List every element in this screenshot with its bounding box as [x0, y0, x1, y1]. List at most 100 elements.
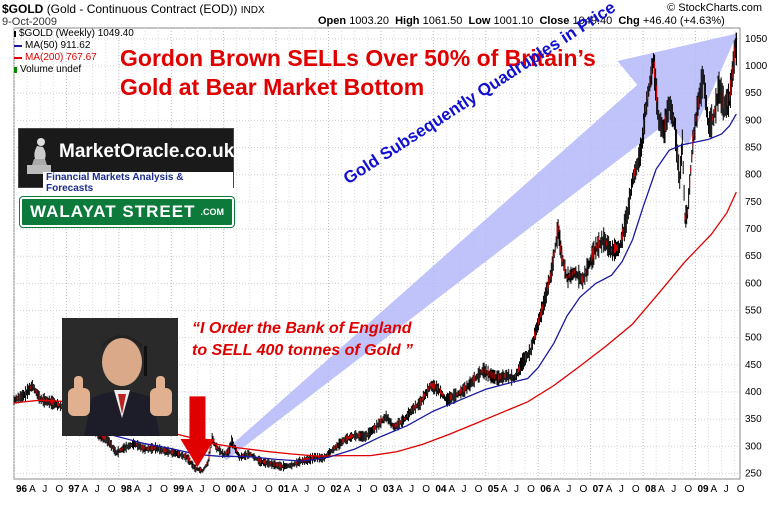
chg-value: +46.40 (+4.63%)	[642, 15, 725, 27]
x-tick-label: J	[304, 484, 309, 495]
x-tick-label: 02	[331, 484, 343, 495]
rally-arrow	[221, 33, 738, 461]
x-tick-label: 03	[383, 484, 395, 495]
x-tick-label: J	[199, 484, 204, 495]
legend-price: $GOLD (Weekly) 1049.40	[14, 28, 134, 40]
ma50-swatch	[14, 45, 22, 47]
chg-label: Chg	[618, 15, 640, 27]
x-tick-label: O	[475, 484, 483, 495]
y-tick-label: 1050	[745, 34, 768, 45]
x-tick-label: O	[265, 484, 273, 495]
open-label: Open	[318, 15, 347, 27]
x-tick-label: 05	[488, 484, 500, 495]
chart-date: 9-Oct-2009	[2, 16, 58, 28]
chart-symbol: $GOLD (Gold - Continuous Contract (EOD))…	[2, 2, 265, 16]
legend-volume: Volume undef	[14, 64, 134, 76]
quote: “I Order the Bank of England to SELL 400…	[192, 318, 413, 362]
x-tick-label: 99	[173, 484, 185, 495]
symbol-description: (Gold - Continuous Contract (EOD))	[46, 2, 238, 16]
x-tick-label: J	[462, 484, 467, 495]
close-label: Close	[539, 15, 570, 27]
x-tick-label: A	[501, 484, 508, 495]
x-tick-label: A	[448, 484, 455, 495]
y-tick-label: 550	[745, 306, 762, 317]
x-tick-label: 09	[697, 484, 709, 495]
gordon-brown-photo	[62, 318, 178, 436]
ohlc-readout: Open 1003.20 High 1061.50 Low 1001.10 Cl…	[318, 15, 725, 27]
y-tick-label: 1000	[745, 61, 768, 72]
x-tick-label: O	[108, 484, 116, 495]
legend-volume-label: Volume undef	[20, 64, 82, 75]
walayat-text: WALAYAT STREET	[30, 202, 196, 221]
x-tick-label: J	[147, 484, 152, 495]
x-tick-label: O	[684, 484, 692, 495]
ma200-swatch	[14, 57, 22, 59]
x-tick-label: O	[527, 484, 535, 495]
quote-line-1: “I Order the Bank of England	[192, 320, 412, 337]
x-tick-label: J	[95, 484, 100, 495]
y-tick-label: 700	[745, 224, 762, 235]
x-tick-label: A	[239, 484, 246, 495]
y-tick-label: 800	[745, 170, 762, 181]
y-tick-label: 950	[745, 88, 762, 99]
x-tick-label: A	[711, 484, 718, 495]
person-photo-icon	[62, 318, 178, 436]
y-tick-label: 400	[745, 387, 762, 398]
y-tick-label: 900	[745, 115, 762, 126]
x-tick-label: A	[553, 484, 560, 495]
y-tick-label: 250	[745, 469, 762, 480]
low-label: Low	[468, 15, 491, 27]
symbol: $GOLD	[2, 2, 44, 16]
x-tick-label: J	[357, 484, 362, 495]
x-tick-label: O	[55, 484, 63, 495]
high-value: 1061.50	[422, 15, 463, 27]
headline: Gordon Brown SELLs Over 50% of Britain’s…	[120, 44, 596, 102]
x-tick-label: O	[422, 484, 430, 495]
x-tick-label: 01	[278, 484, 290, 495]
x-tick-label: A	[344, 484, 351, 495]
y-tick-label: 350	[745, 414, 762, 425]
x-tick-label: A	[658, 484, 665, 495]
legend-price-label: $GOLD (Weekly) 1049.40	[19, 28, 134, 39]
x-tick-label: 97	[68, 484, 80, 495]
quote-line-2: to SELL 400 tonnes of Gold ”	[192, 342, 414, 359]
x-tick-label: 06	[540, 484, 552, 495]
y-tick-label: 750	[745, 197, 762, 208]
legend-ma200-label: MA(200) 767.67	[25, 52, 97, 63]
exchange: INDX	[240, 5, 265, 16]
y-tick-label: 600	[745, 278, 762, 289]
x-tick-label: A	[291, 484, 298, 495]
x-tick-label: A	[186, 484, 193, 495]
x-tick-label: O	[632, 484, 640, 495]
x-tick-label: 96	[16, 484, 28, 495]
x-tick-label: O	[160, 484, 168, 495]
logo-text: MarketOracle.co.uk	[59, 141, 235, 162]
x-tick-label: A	[82, 484, 89, 495]
logo-subtitle: Financial Markets Analysis & Forecasts	[43, 172, 233, 194]
x-tick-label: 08	[645, 484, 657, 495]
headline-line-2: Gold at Bear Market Bottom	[120, 74, 425, 100]
x-tick-label: A	[606, 484, 613, 495]
walayat-street-sign: WALAYAT STREET .COM	[19, 196, 235, 228]
x-tick-label: J	[42, 484, 47, 495]
sell-arrow	[180, 396, 215, 468]
x-axis-labels: 96 A J O 97 A J O 98 A J O 99 A J O 00 A J O 01 A J O 02 A J O 03 A J O…	[16, 484, 745, 495]
x-tick-label: O	[737, 484, 745, 495]
low-value: 1001.10	[493, 15, 534, 27]
legend: $GOLD (Weekly) 1049.40 MA(50) 911.62 MA(…	[14, 28, 134, 76]
x-tick-label: A	[29, 484, 36, 495]
x-tick-label: J	[566, 484, 571, 495]
x-tick-label: O	[317, 484, 325, 495]
x-tick-label: 98	[121, 484, 133, 495]
x-tick-label: O	[580, 484, 588, 495]
legend-ma200: MA(200) 767.67	[14, 52, 134, 64]
x-tick-label: O	[370, 484, 378, 495]
x-tick-label: J	[619, 484, 624, 495]
high-label: High	[395, 15, 420, 27]
marketoracle-logo: MarketOracle.co.uk Financial Markets Ana…	[18, 128, 235, 194]
x-tick-label: 00	[226, 484, 238, 495]
x-tick-label: J	[252, 484, 257, 495]
x-tick-label: A	[134, 484, 141, 495]
source-credit: © StockCharts.com	[667, 2, 762, 14]
y-tick-label: 300	[745, 441, 762, 452]
